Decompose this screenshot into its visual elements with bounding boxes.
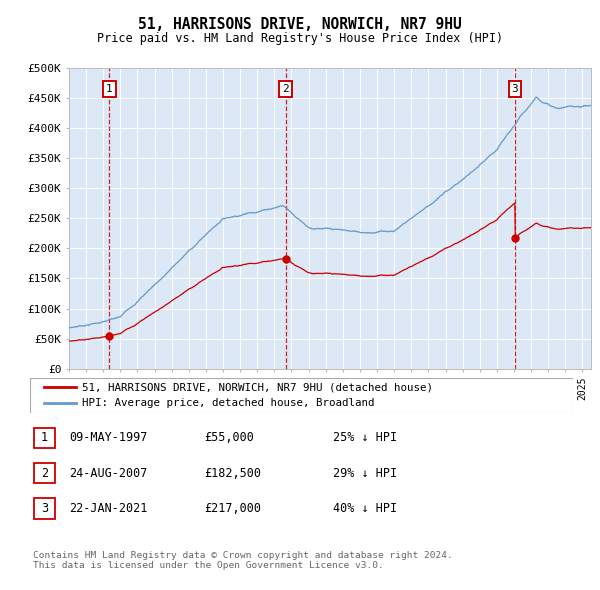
Text: 25% ↓ HPI: 25% ↓ HPI (333, 431, 397, 444)
Text: 3: 3 (512, 84, 518, 94)
Text: 29% ↓ HPI: 29% ↓ HPI (333, 467, 397, 480)
Text: 51, HARRISONS DRIVE, NORWICH, NR7 9HU (detached house): 51, HARRISONS DRIVE, NORWICH, NR7 9HU (d… (82, 382, 433, 392)
Text: 24-AUG-2007: 24-AUG-2007 (69, 467, 148, 480)
Text: 2: 2 (41, 467, 48, 480)
Text: HPI: Average price, detached house, Broadland: HPI: Average price, detached house, Broa… (82, 398, 374, 408)
Text: 09-MAY-1997: 09-MAY-1997 (69, 431, 148, 444)
Text: 2: 2 (282, 84, 289, 94)
FancyBboxPatch shape (34, 463, 55, 483)
Text: £217,000: £217,000 (204, 502, 261, 515)
Text: 22-JAN-2021: 22-JAN-2021 (69, 502, 148, 515)
FancyBboxPatch shape (34, 499, 55, 519)
Text: 51, HARRISONS DRIVE, NORWICH, NR7 9HU: 51, HARRISONS DRIVE, NORWICH, NR7 9HU (138, 17, 462, 32)
Text: 40% ↓ HPI: 40% ↓ HPI (333, 502, 397, 515)
Text: Contains HM Land Registry data © Crown copyright and database right 2024.
This d: Contains HM Land Registry data © Crown c… (33, 551, 453, 570)
Text: 3: 3 (41, 502, 48, 515)
Text: 1: 1 (106, 84, 113, 94)
FancyBboxPatch shape (30, 378, 573, 413)
FancyBboxPatch shape (34, 428, 55, 448)
Text: £182,500: £182,500 (204, 467, 261, 480)
Text: Price paid vs. HM Land Registry's House Price Index (HPI): Price paid vs. HM Land Registry's House … (97, 32, 503, 45)
Text: £55,000: £55,000 (204, 431, 254, 444)
Text: 1: 1 (41, 431, 48, 444)
